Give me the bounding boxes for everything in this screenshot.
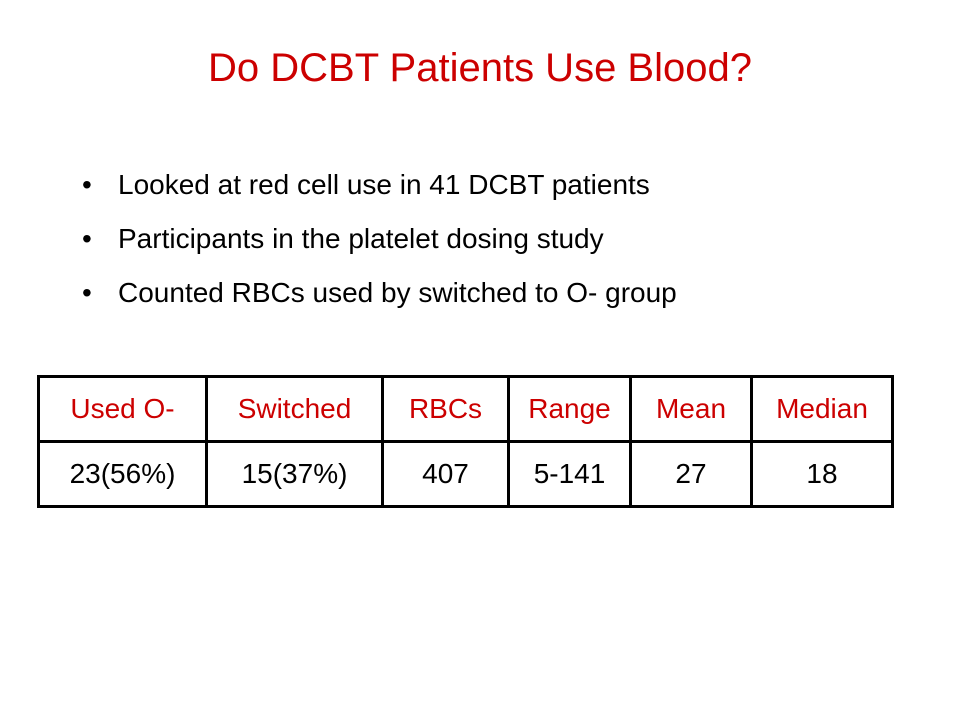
slide-title: Do DCBT Patients Use Blood? [208,46,752,90]
results-table: Used O- Switched RBCs Range Mean Median … [37,375,894,508]
bullet-dot-icon: • [82,223,92,254]
bullet-text: Counted RBCs used by switched to O- grou… [118,277,677,308]
cell-median: 18 [750,440,894,508]
bullet-dot-icon: • [82,169,92,200]
table-header-row: Used O- Switched RBCs Range Mean Median [37,375,894,443]
bullet-item: • Looked at red cell use in 41 DCBT pati… [82,168,677,202]
bullet-list: • Looked at red cell use in 41 DCBT pati… [82,168,677,330]
header-switched: Switched [205,375,384,443]
header-range: Range [507,375,632,443]
table-row: 23(56%) 15(37%) 407 5-141 27 18 [37,440,894,508]
header-median: Median [750,375,894,443]
header-used-o-neg: Used O- [37,375,208,443]
cell-rbcs: 407 [381,440,510,508]
cell-switched: 15(37%) [205,440,384,508]
bullet-text: Participants in the platelet dosing stud… [118,223,604,254]
bullet-dot-icon: • [82,277,92,308]
cell-mean: 27 [629,440,753,508]
cell-used-o-neg: 23(56%) [37,440,208,508]
header-rbcs: RBCs [381,375,510,443]
bullet-item: • Counted RBCs used by switched to O- gr… [82,276,677,310]
header-mean: Mean [629,375,753,443]
cell-range: 5-141 [507,440,632,508]
bullet-text: Looked at red cell use in 41 DCBT patien… [118,169,650,200]
bullet-item: • Participants in the platelet dosing st… [82,222,677,256]
